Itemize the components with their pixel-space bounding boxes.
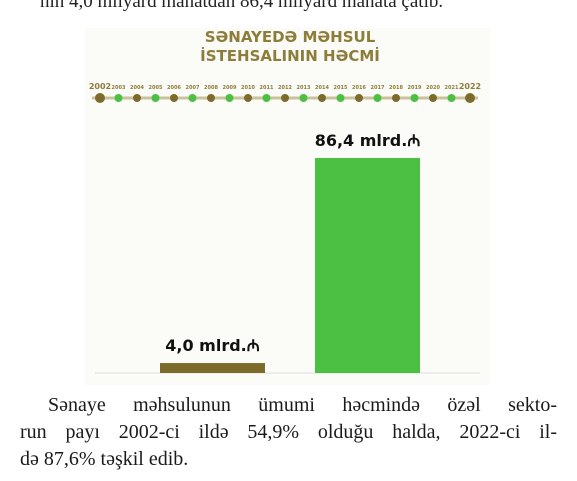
timeline-dot <box>114 94 123 102</box>
value-label: 4,0 mlrd.₼ <box>165 336 259 355</box>
timeline-dot <box>336 94 345 102</box>
timeline-label: 2007 <box>186 85 200 91</box>
paragraph: Sənaye məhsulunun ümumi həcmində özəl se… <box>20 392 557 473</box>
timeline-dot <box>151 94 160 102</box>
timeline-label: 2020 <box>426 85 440 91</box>
timeline-label: 2015 <box>334 85 348 91</box>
timeline-label: 2014 <box>315 85 329 91</box>
timeline-dot <box>410 94 419 102</box>
timeline-dot <box>373 94 382 102</box>
timeline-label: 2006 <box>167 85 181 91</box>
timeline-dot <box>465 93 475 103</box>
chart-title: SƏNAYEDƏ MƏHSUL <box>205 28 376 46</box>
timeline-dot <box>244 94 252 102</box>
timeline-label: 2003 <box>112 85 126 91</box>
timeline-label: 2021 <box>445 85 459 91</box>
timeline-label: 2005 <box>149 85 163 91</box>
timeline-dot <box>170 94 178 102</box>
bar <box>315 158 420 373</box>
timeline-dot <box>281 94 289 102</box>
timeline-dot <box>133 94 141 102</box>
timeline-label: 2008 <box>204 85 218 91</box>
timeline-label: 2011 <box>260 85 274 91</box>
timeline-label: 2022 <box>459 82 481 91</box>
timeline-label: 2002 <box>89 82 111 91</box>
timeline-dot <box>188 94 197 102</box>
timeline-dot <box>207 94 215 102</box>
bar <box>160 363 265 373</box>
chart-title: İSTEHSALININ HƏCMİ <box>200 46 380 65</box>
timeline-label: 2016 <box>352 85 366 91</box>
timeline-label: 2012 <box>278 85 292 91</box>
timeline-dot <box>392 94 400 102</box>
timeline-label: 2004 <box>130 85 144 91</box>
timeline-dot <box>447 94 456 102</box>
timeline-dot <box>299 94 308 102</box>
timeline-label: 2009 <box>223 85 237 91</box>
timeline-dot <box>355 94 363 102</box>
timeline-dot <box>95 93 105 103</box>
timeline-dot <box>318 94 326 102</box>
top-text: nın 4,0 milyard manatdan 86,4 milyard ma… <box>40 0 444 12</box>
timeline-label: 2010 <box>241 85 255 91</box>
timeline-dot <box>225 94 234 102</box>
timeline-dot <box>429 94 437 102</box>
timeline-label: 2018 <box>389 85 403 91</box>
value-label: 86,4 mlrd.₼ <box>315 131 421 150</box>
chart: SƏNAYEDƏ MƏHSUL İSTEHSALININ HƏCMİ 2002 2… <box>85 28 490 385</box>
paragraph-line: də 87,6% təşkil edib. <box>20 448 189 470</box>
timeline-label: 2019 <box>408 85 422 91</box>
timeline-label: 2017 <box>371 85 385 91</box>
timeline-label: 2013 <box>297 85 311 91</box>
timeline-dot <box>262 94 271 102</box>
paragraph-line: Sənaye məhsulunun ümumi həcmində özəl se… <box>48 394 557 416</box>
chart-bg <box>85 28 490 385</box>
paragraph-line: run payı 2002-ci ildə 54,9% olduğu halda… <box>20 421 557 443</box>
